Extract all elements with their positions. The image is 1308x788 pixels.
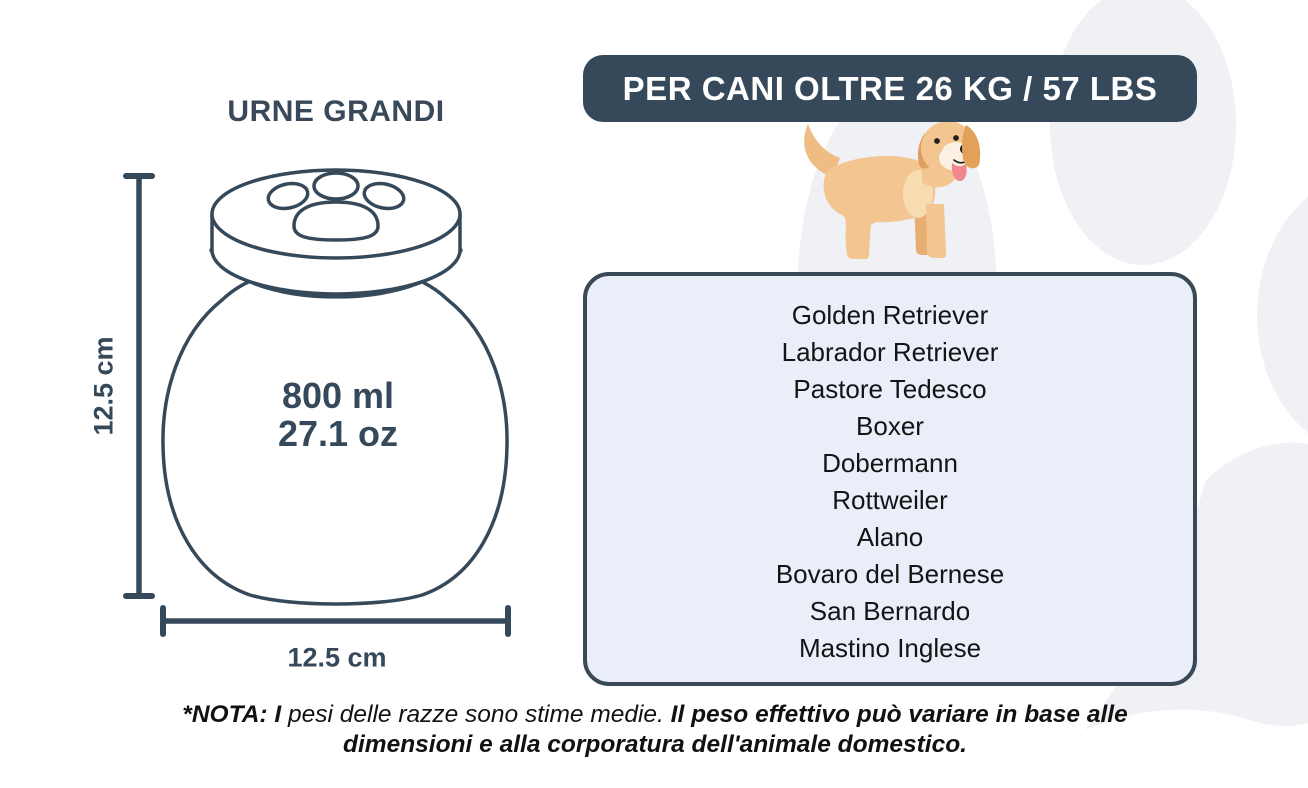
footnote: *NOTA: I pesi delle razze sono stime med…: [175, 700, 1135, 759]
footnote-regular: pesi delle razze sono stime medie.: [288, 701, 664, 728]
breed-item: Pastore Tedesco: [793, 374, 987, 404]
footnote-prefix: *NOTA: I: [182, 701, 282, 728]
urn-volume-oz: 27.1 oz: [277, 413, 399, 454]
breed-item: Rottweiler: [832, 485, 948, 515]
breed-item: Alano: [856, 522, 924, 552]
page-title: URNE GRANDI: [227, 95, 445, 128]
breed-item: San Bernardo: [809, 596, 971, 626]
breed-item: Labrador Retriever: [781, 337, 999, 367]
breed-item: Dobermann: [822, 448, 958, 478]
urn-width-label: 12.5 cm: [287, 642, 387, 673]
footnote-bold: Il peso effettivo può variare in base al…: [343, 701, 1128, 758]
dimension-lines: [123, 173, 511, 637]
urn-volume-ml: 800 ml: [281, 375, 395, 416]
breed-item: Bovaro del Bernese: [775, 559, 1005, 589]
urn-height-label: 12.5 cm: [88, 336, 119, 436]
breed-list-box: Golden Retriever Labrador Retriever Past…: [583, 272, 1197, 686]
breed-item: Mastino Inglese: [798, 633, 982, 663]
weight-category-label: PER CANI OLTRE 26 KG / 57 LBS: [622, 69, 1158, 107]
breed-item: Boxer: [856, 411, 924, 441]
breed-item: Golden Retriever: [791, 300, 989, 330]
weight-category-badge: PER CANI OLTRE 26 KG / 57 LBS: [583, 55, 1197, 122]
golden-retriever-icon: [804, 121, 981, 259]
